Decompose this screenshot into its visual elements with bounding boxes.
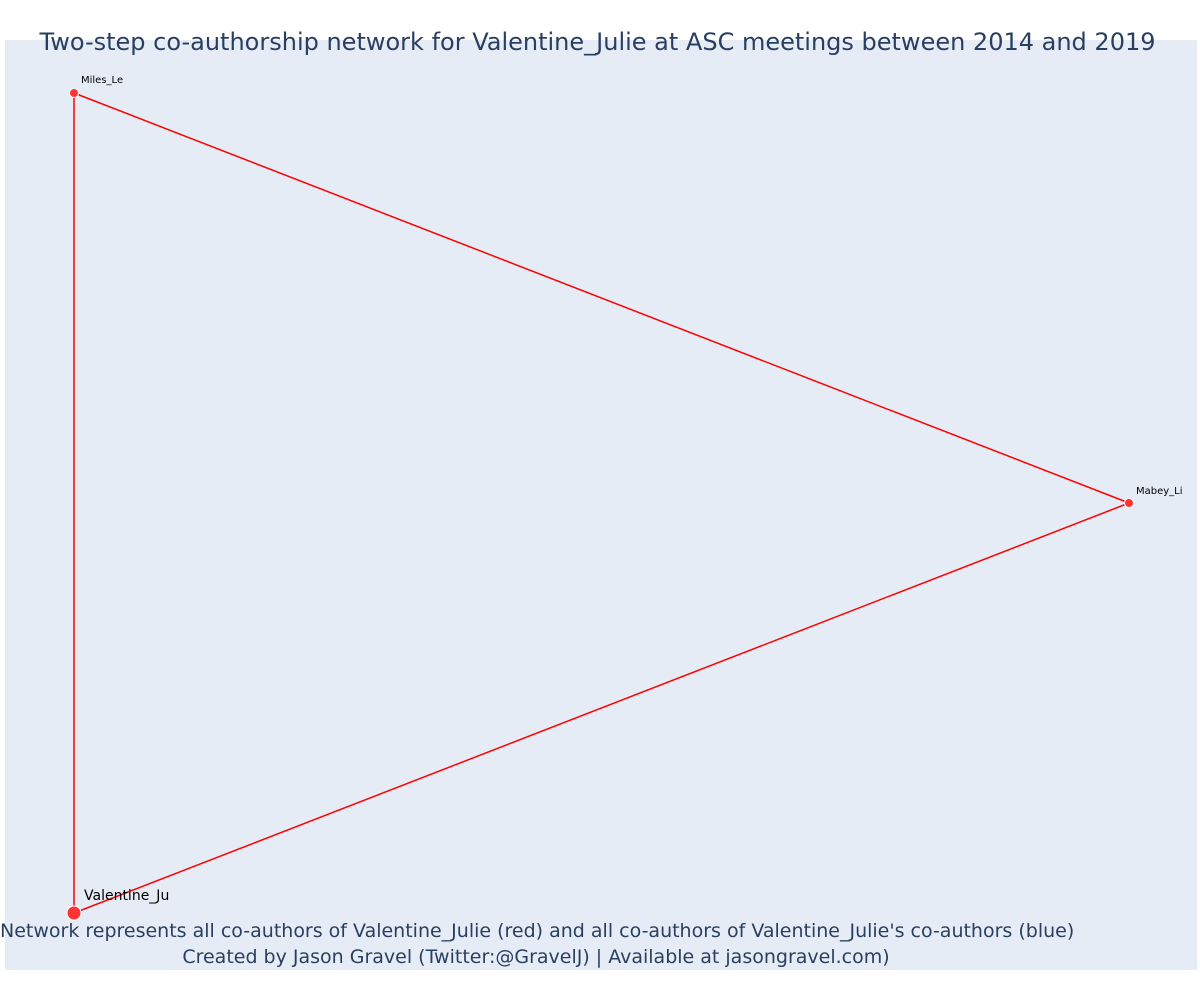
node-label-valentine: Valentine_Ju [84,888,169,904]
node-valentine[interactable] [66,905,82,921]
node-label-miles: Miles_Le [81,75,123,86]
node-mabey[interactable] [1124,498,1134,508]
node-label-mabey: Mabey_Li [1136,486,1183,497]
footer-annotation: Network represents all co-authors of Val… [0,918,1075,970]
plot-area [5,40,1197,970]
edge-mabey-valentine [73,502,1130,914]
node-miles[interactable] [69,88,79,98]
edge-miles-mabey [73,92,1130,504]
chart-title: Two-step co-authorship network for Valen… [39,28,1156,56]
footer-line-1: Network represents all co-authors of Val… [0,920,1075,942]
footer-line-2: Created by Jason Gravel (Twitter:@Gravel… [182,946,890,968]
